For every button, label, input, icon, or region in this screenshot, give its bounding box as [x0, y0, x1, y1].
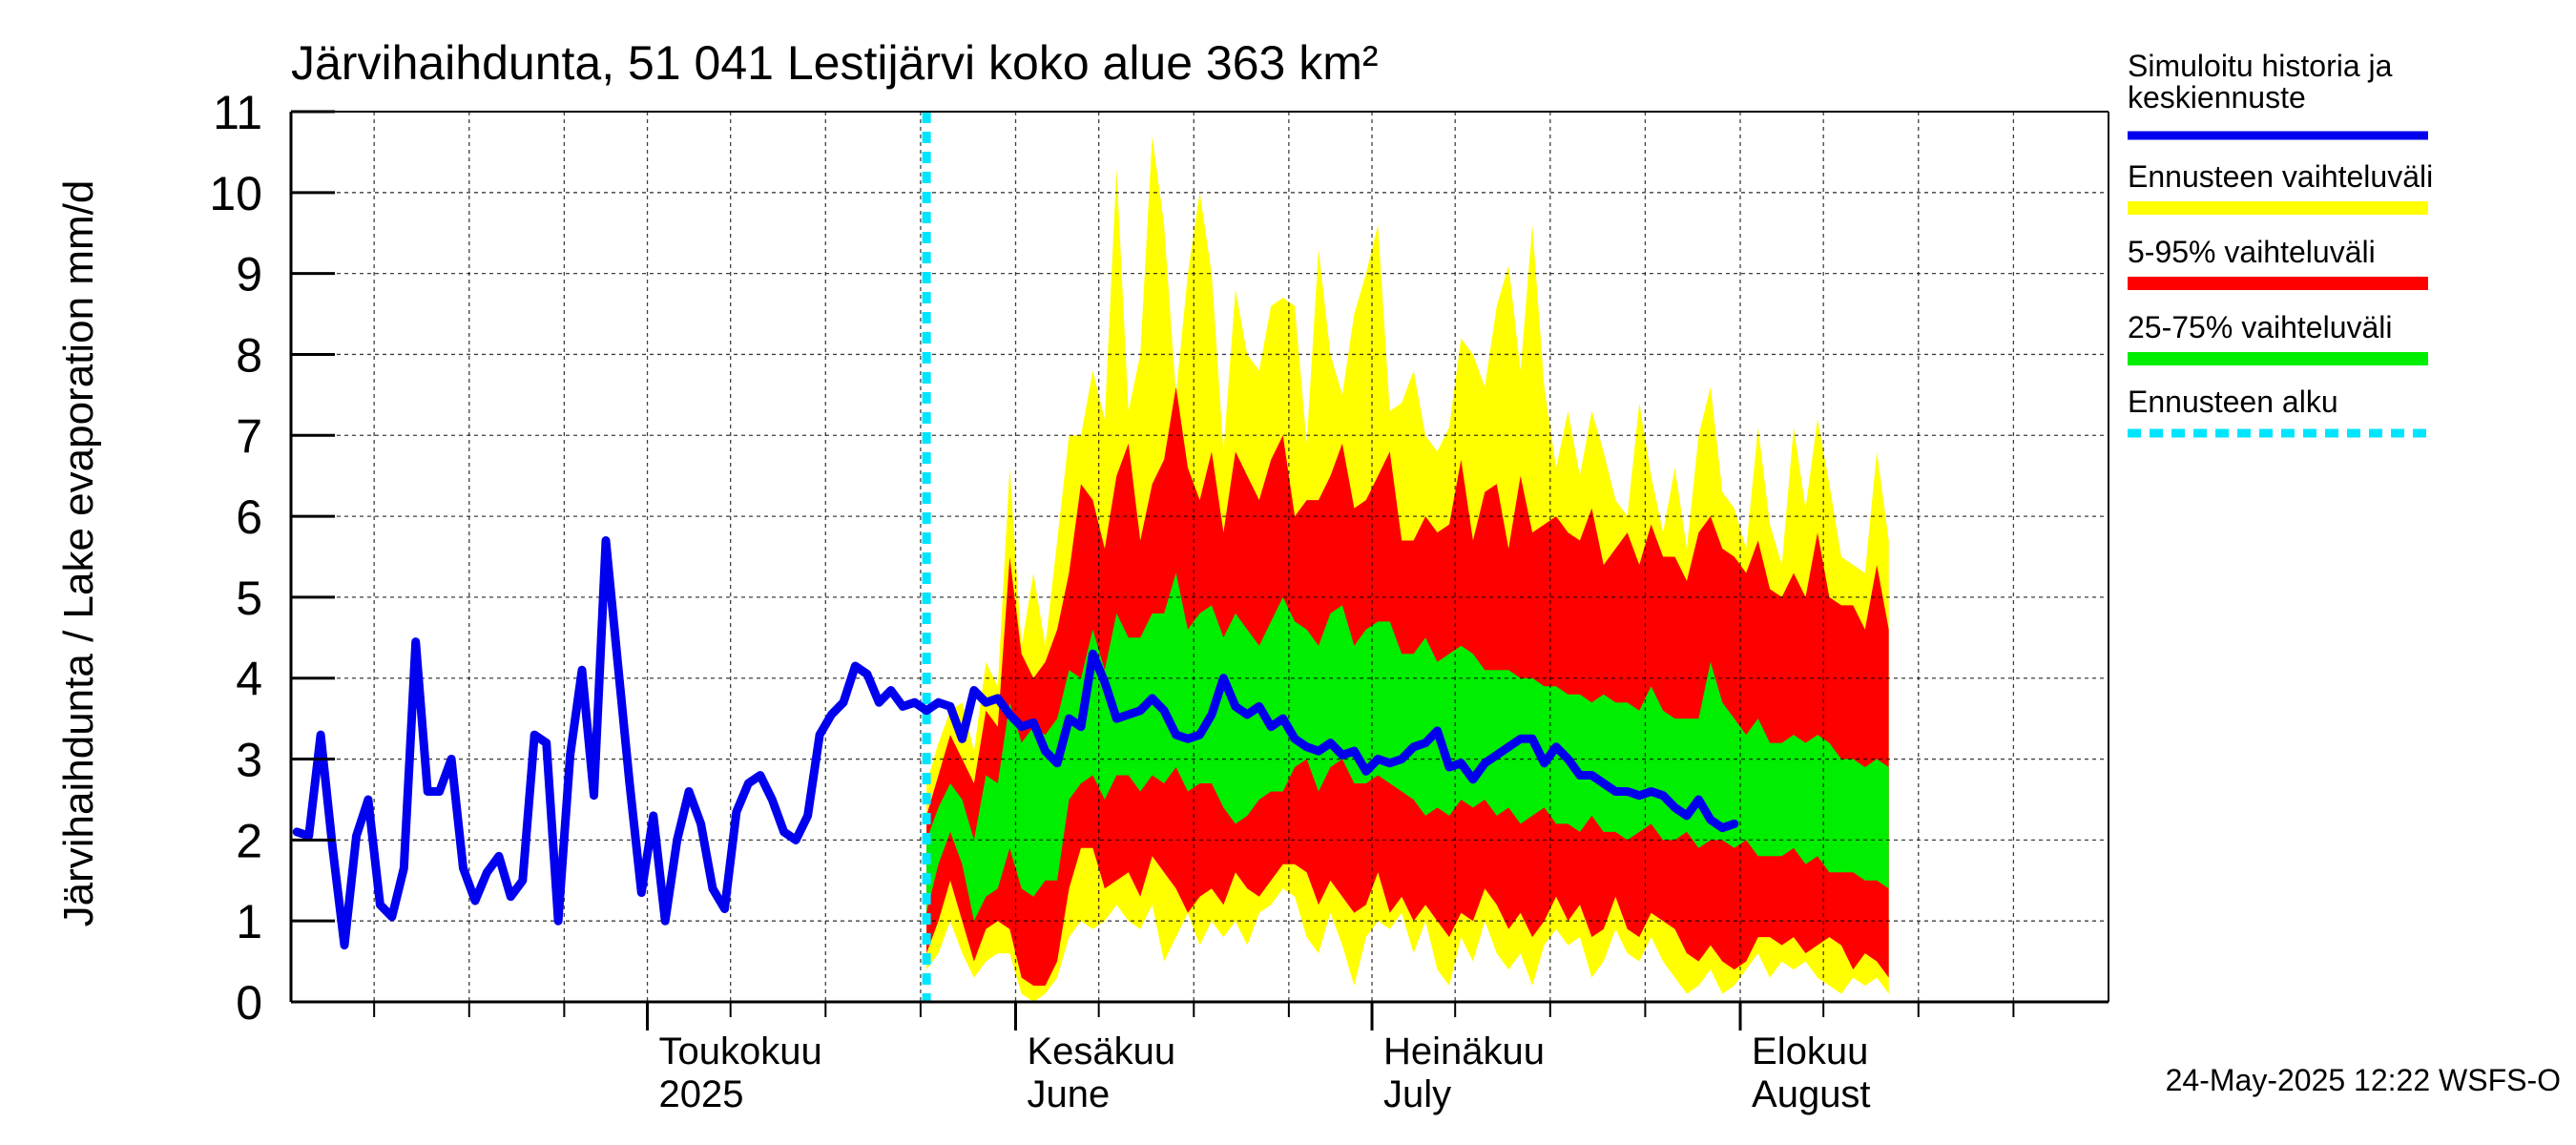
y-tick-label: 1 [236, 895, 262, 948]
y-tick-label: 5 [236, 572, 262, 625]
y-axis-label: Järvihaihdunta / Lake evaporation mm/d [55, 180, 102, 927]
x-month-label-fi: Toukokuu [659, 1030, 822, 1072]
x-month-label-en: 2025 [659, 1073, 744, 1115]
x-month-label-fi: Elokuu [1752, 1030, 1868, 1072]
footer-timestamp: 24-May-2025 12:22 WSFS-O [2166, 1063, 2561, 1097]
chart-title: Järvihaihdunta, 51 041 Lestijärvi koko a… [291, 36, 1379, 90]
y-tick-label: 3 [236, 734, 262, 787]
legend-label: Simuloitu historia ja [2128, 49, 2393, 83]
y-tick-label: 2 [236, 814, 262, 867]
legend-label: Ennusteen vaihteluväli [2128, 159, 2433, 194]
axes [289, 110, 2109, 1030]
legend-label: Ennusteen alku [2128, 385, 2338, 419]
y-tick-label: 4 [236, 653, 262, 706]
legend-label: 5-95% vaihteluväli [2128, 235, 2376, 269]
grid [291, 112, 2109, 1002]
mean-series [292, 536, 1739, 950]
y-tick-label: 0 [236, 976, 262, 1030]
x-month-label-fi: Kesäkuu [1028, 1030, 1176, 1072]
y-tick-label: 9 [236, 248, 262, 302]
y-tick-label: 6 [236, 490, 262, 544]
x-month-label-en: July [1383, 1073, 1451, 1115]
mean-series-line [292, 536, 1739, 950]
y-tick-label: 10 [209, 167, 262, 220]
x-month-label-fi: Heinäkuu [1383, 1030, 1545, 1072]
x-month-label-en: August [1752, 1073, 1871, 1115]
y-tick-label: 7 [236, 409, 262, 463]
x-month-label-en: June [1028, 1073, 1111, 1115]
y-tick-label: 11 [213, 86, 262, 139]
legend-label: 25-75% vaihteluväli [2128, 310, 2393, 344]
legend-label: keskiennuste [2128, 80, 2306, 114]
y-tick-label: 8 [236, 328, 262, 382]
